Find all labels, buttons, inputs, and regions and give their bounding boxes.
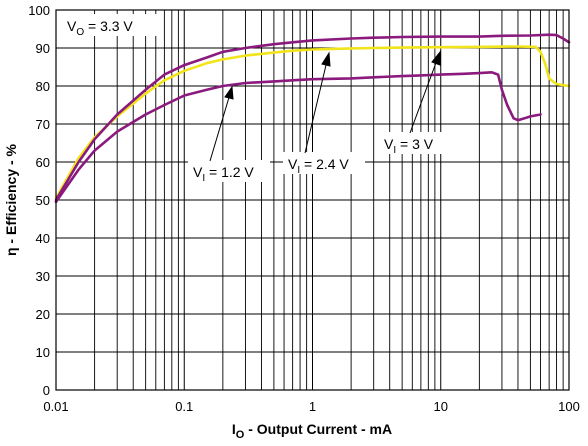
y-tick-label: 60 [36, 155, 50, 170]
annotation-arrows [209, 50, 441, 162]
condition-label: VO = 3.3 V [67, 18, 133, 38]
y-tick-label: 100 [28, 3, 50, 18]
x-tick-label: 100 [558, 399, 580, 414]
x-tick-label: 0.1 [175, 399, 193, 414]
condition-box [62, 14, 158, 36]
x-axis-title: IO - Output Current - mA [232, 421, 392, 441]
y-tick-labels: 0 10 20 30 40 50 60 70 80 90 100 [28, 3, 50, 398]
annotation-2-arrowhead [321, 51, 331, 67]
annotation-1-sub: I [202, 173, 205, 184]
y-axis-title: η - Efficiency - % [3, 143, 19, 256]
annotation-1-bg [188, 160, 270, 182]
annotation-2-rest: = 2.4 V [300, 156, 349, 172]
annotation-3-arrowhead [431, 50, 441, 66]
annotation-2-main: V [288, 156, 298, 172]
series-line-1 [54, 71, 542, 204]
x-tick-labels: 0.01 0.1 1 10 100 [43, 399, 580, 414]
series-line-3 [54, 33, 571, 202]
y-tick-label: 70 [36, 117, 50, 132]
x-axis-title-rest: - Output Current - mA [244, 421, 392, 437]
x-tick-label: 10 [434, 399, 448, 414]
annotation-3-bg [380, 132, 448, 154]
condition-label-sub: O [76, 27, 84, 38]
annotation-3-label: VI = 3 V [384, 136, 434, 156]
series-line-2 [54, 45, 571, 200]
x-tick-label: 0.01 [43, 399, 68, 414]
series-layer [54, 33, 571, 204]
plot-frame [55, 9, 570, 391]
x-tick-label: 1 [309, 399, 316, 414]
y-tick-label: 80 [36, 79, 50, 94]
condition-label-rest: = 3.3 V [84, 18, 133, 34]
y-tick-label: 30 [36, 269, 50, 284]
y-tick-label: 50 [36, 193, 50, 208]
x-axis-title-main: I [232, 421, 236, 437]
annotation-2-label: VI = 2.4 V [288, 156, 349, 176]
y-tick-label: 40 [36, 231, 50, 246]
annotation-1-rest: = 1.2 V [205, 164, 254, 180]
annotation-3-arrow [409, 59, 438, 134]
annotation-2-sub: I [297, 165, 300, 176]
annotation-2-bg [283, 152, 365, 174]
y-tick-label: 20 [36, 307, 50, 322]
annotation-1-arrowhead [224, 85, 234, 100]
x-axis-title-sub: O [236, 429, 245, 441]
annotation-3-main: V [384, 136, 394, 152]
condition-label-main: V [67, 18, 77, 34]
annotation-3-sub: I [393, 145, 396, 156]
annotation-2-arrow [304, 60, 328, 154]
annotation-1-arrow [209, 93, 231, 162]
y-tick-label: 90 [36, 41, 50, 56]
y-tick-label: 0 [43, 383, 50, 398]
annotation-1-label: VI = 1.2 V [193, 164, 254, 184]
y-tick-label: 10 [36, 345, 50, 360]
annotation-3-rest: = 3 V [396, 136, 434, 152]
annotation-1-main: V [193, 164, 203, 180]
